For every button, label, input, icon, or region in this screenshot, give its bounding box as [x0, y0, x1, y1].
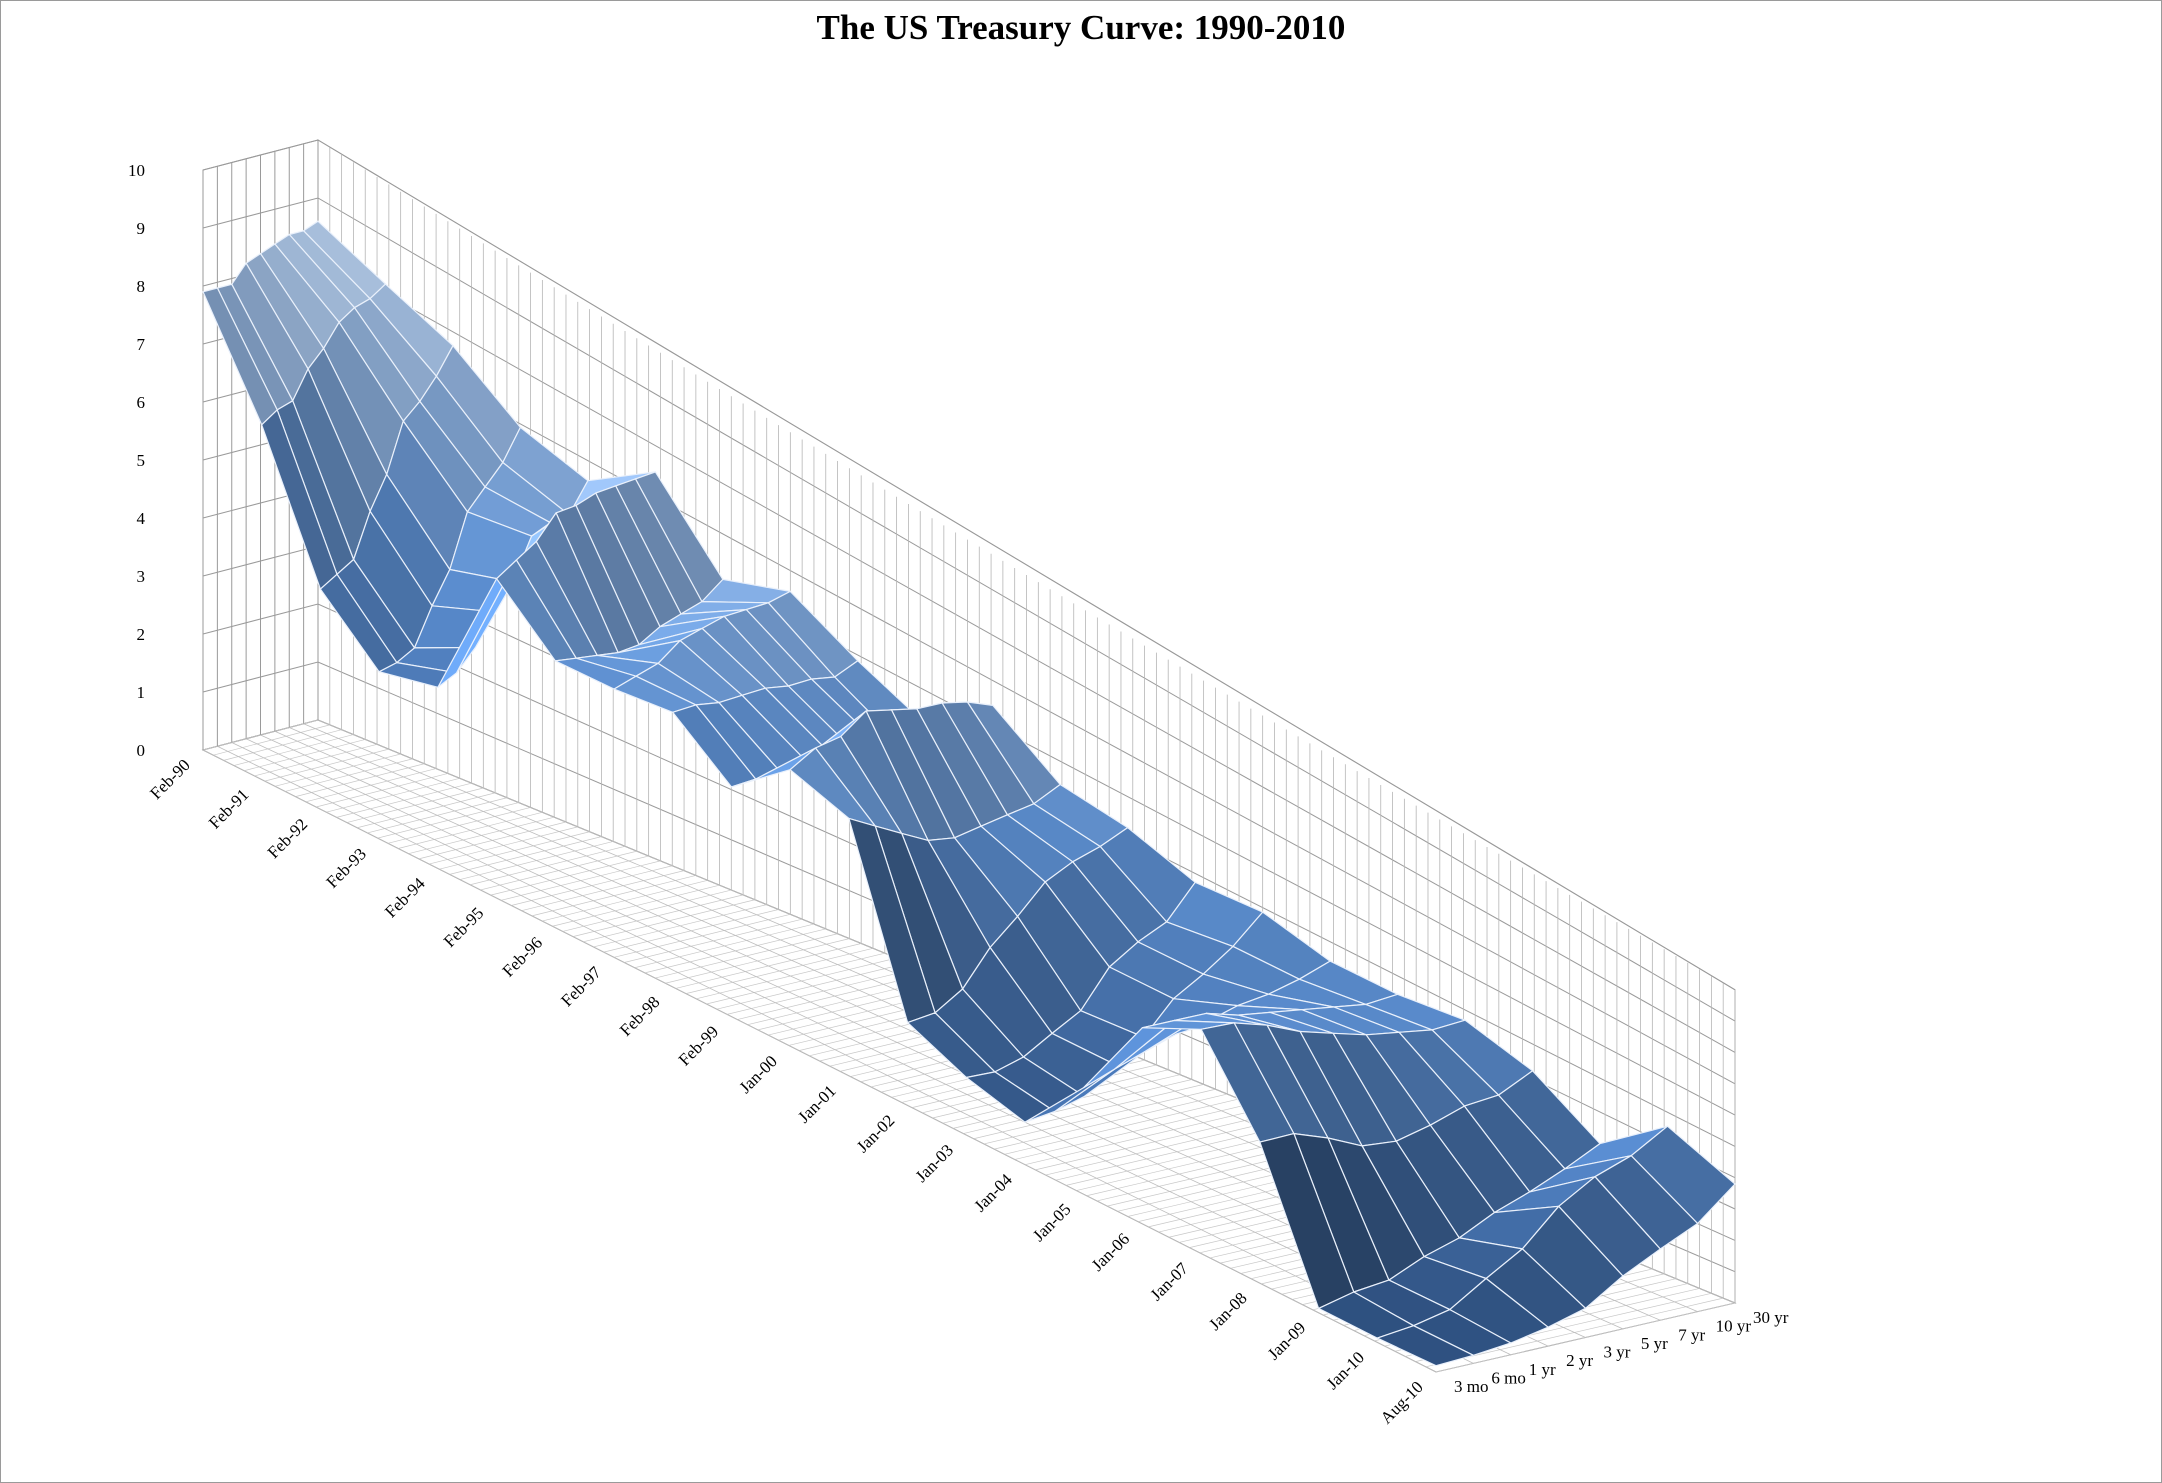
maturity-tick-label: 3 mo: [1454, 1377, 1488, 1396]
date-tick-label: Feb-90: [146, 755, 193, 802]
date-tick-label: Aug-10: [1377, 1377, 1427, 1427]
floor-gridline: [217, 745, 1474, 1364]
z-tick-label: 8: [137, 277, 146, 296]
maturity-tick-label: 6 mo: [1491, 1368, 1525, 1387]
date-tick-label: Feb-95: [440, 903, 487, 950]
date-tick-label: Feb-96: [499, 933, 546, 980]
date-tick-label: Feb-97: [557, 962, 605, 1010]
z-tick-label: 6: [137, 393, 146, 412]
z-tick-label: 5: [137, 451, 146, 470]
date-tick-label: Jan-05: [1029, 1200, 1074, 1245]
date-tick-label: Feb-98: [616, 992, 663, 1039]
z-tick-label: 4: [137, 509, 146, 528]
maturity-tick-label: 5 yr: [1641, 1334, 1668, 1353]
maturity-tick-label: 2 yr: [1566, 1351, 1593, 1370]
date-tick-label: Jan-06: [1088, 1229, 1133, 1274]
z-tick-label: 2: [137, 625, 146, 644]
date-tick-label: Jan-01: [794, 1081, 839, 1126]
surface-patch: [1376, 1325, 1475, 1367]
z-tick-label: 10: [128, 161, 145, 180]
date-tick-label: Jan-10: [1323, 1348, 1368, 1393]
date-tick-label: Feb-91: [205, 785, 252, 832]
maturity-tick-label: 10 yr: [1716, 1317, 1752, 1336]
yield-surface: [202, 220, 1736, 1367]
date-tick-label: Jan-04: [970, 1170, 1016, 1216]
date-tick-label: Jan-09: [1264, 1318, 1309, 1363]
z-tick-label: 9: [137, 219, 146, 238]
date-tick-label: Jan-08: [1205, 1289, 1250, 1334]
maturity-tick-label: 30 yr: [1753, 1308, 1789, 1327]
chart-title: The US Treasury Curve: 1990-2010: [816, 8, 1346, 47]
maturity-tick-label: 7 yr: [1678, 1325, 1705, 1344]
z-tick-label: 0: [137, 741, 146, 760]
z-tick-label: 1: [137, 683, 146, 702]
date-tick-label: Jan-07: [1146, 1259, 1192, 1305]
maturity-tick-label: 3 yr: [1604, 1343, 1631, 1362]
date-tick-label: Feb-93: [322, 844, 369, 891]
z-tick-label: 7: [137, 335, 146, 354]
floor-gridline: [202, 749, 1437, 1373]
maturity-tick-label: 1 yr: [1529, 1360, 1556, 1379]
date-tick-label: Jan-02: [853, 1111, 898, 1156]
date-tick-label: Feb-92: [264, 815, 311, 862]
date-tick-label: Jan-03: [912, 1140, 957, 1185]
z-tick-label: 3: [137, 567, 146, 586]
date-tick-label: Feb-99: [675, 1022, 722, 1069]
date-tick-label: Jan-00: [735, 1052, 780, 1097]
date-tick-label: Feb-94: [381, 874, 429, 922]
floor-gridline: [231, 742, 1511, 1356]
